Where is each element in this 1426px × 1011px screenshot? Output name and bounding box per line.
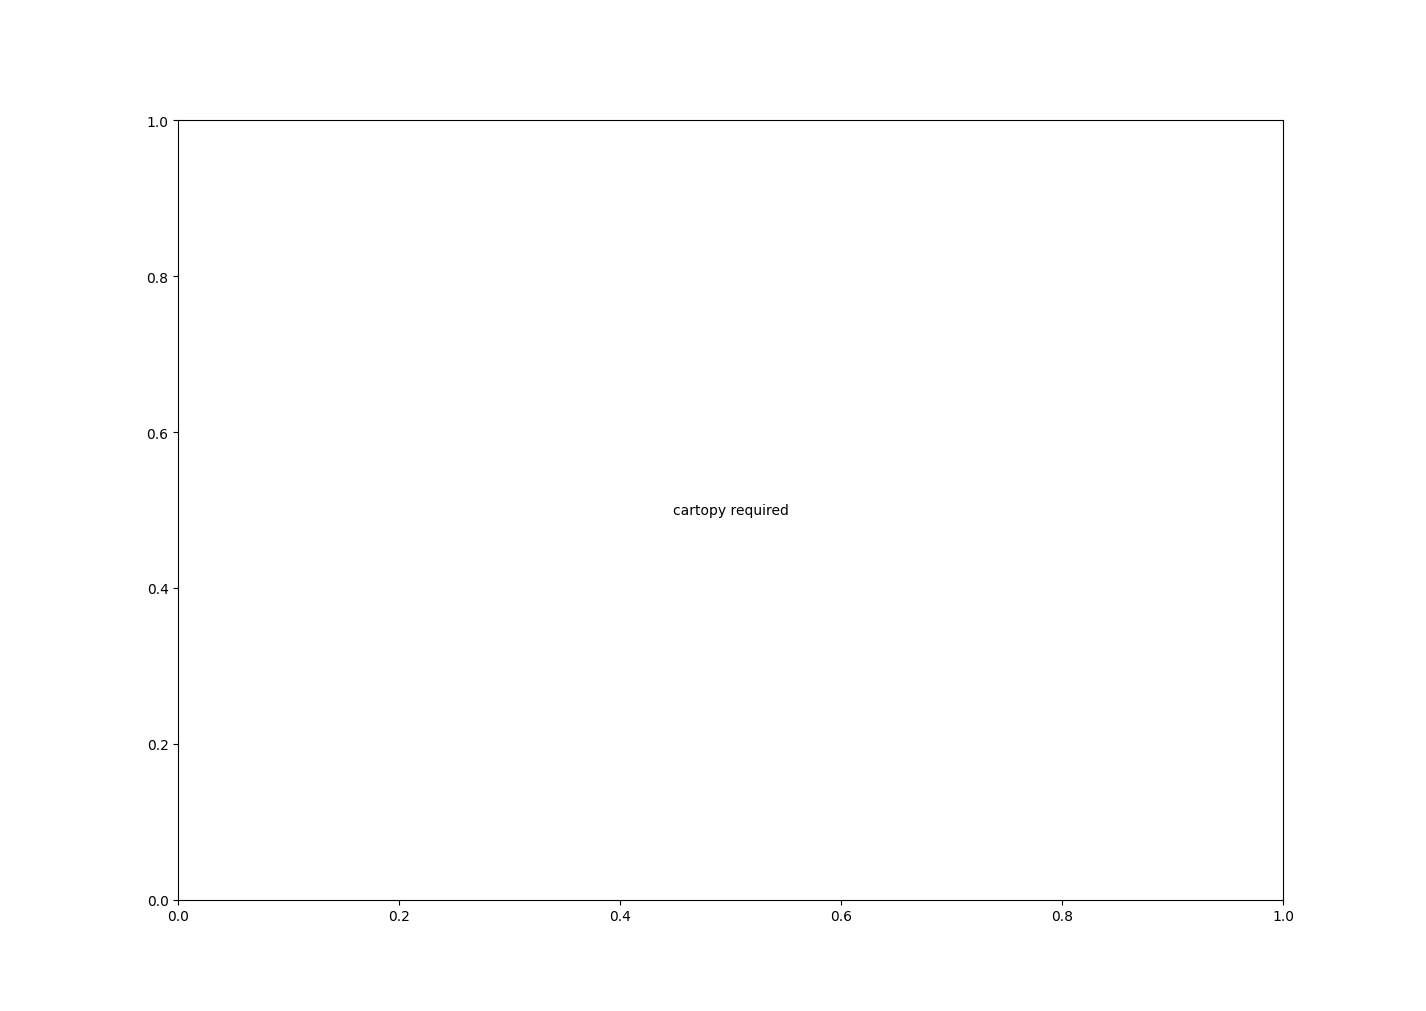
Text: cartopy required: cartopy required: [673, 503, 789, 518]
